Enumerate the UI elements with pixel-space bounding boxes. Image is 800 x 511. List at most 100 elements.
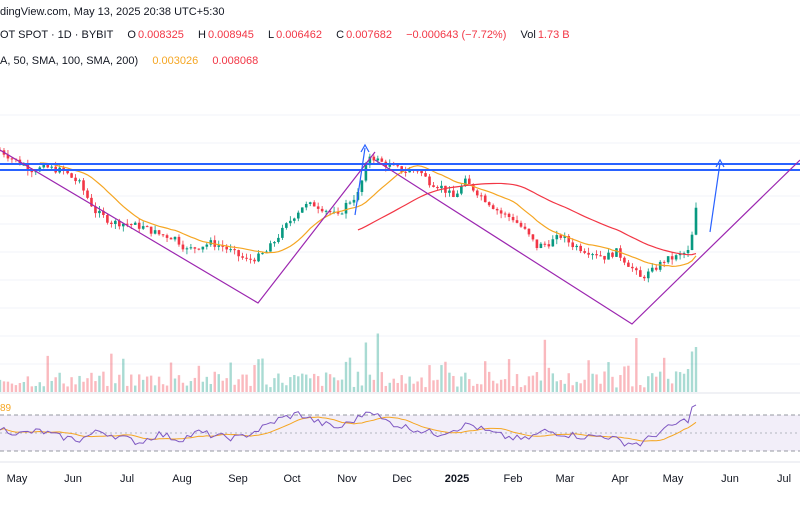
candle-body — [468, 178, 471, 184]
volume-bar — [30, 386, 34, 392]
volume-bar — [591, 373, 594, 392]
candle-body — [607, 252, 610, 260]
candle-body — [177, 236, 181, 245]
candle-body — [670, 256, 674, 260]
candle-body — [559, 235, 563, 238]
volume-bar — [189, 381, 193, 392]
volume-bar — [643, 387, 646, 392]
candle-body — [583, 251, 586, 253]
candle-body — [428, 176, 431, 186]
candle-body — [145, 226, 149, 228]
volume-bar — [631, 386, 634, 392]
volume-bar — [46, 355, 49, 392]
x-tick-label: Apr — [611, 473, 628, 485]
volume-bar — [547, 367, 551, 392]
candle-body — [46, 164, 50, 168]
x-tick-label: Nov — [337, 473, 357, 485]
volume-bar — [38, 382, 41, 392]
candle-body — [563, 236, 567, 238]
candle-body — [98, 210, 101, 214]
ma-params[interactable]: A, 50, SMA, 100, SMA, 200) — [0, 55, 139, 67]
volume-bar — [511, 386, 515, 392]
candle-body — [340, 213, 344, 215]
candle-body — [289, 220, 292, 224]
candle-body — [193, 247, 197, 249]
candle-body — [444, 185, 447, 193]
volume-bar — [2, 381, 6, 392]
volume-bar — [221, 380, 224, 392]
candle-body — [118, 220, 121, 227]
candle-body — [133, 222, 137, 225]
projection-arrow-2[interactable] — [709, 162, 721, 233]
symbol-label[interactable]: OT SPOT · 1D · BYBIT — [0, 29, 114, 41]
open-value: 0.008325 — [137, 29, 184, 41]
volume-bar — [507, 359, 511, 392]
volume-bar — [491, 380, 495, 392]
volume-bar — [277, 373, 280, 392]
volume-bar — [523, 385, 527, 392]
grid — [0, 114, 800, 365]
candle-body — [257, 253, 260, 262]
candle-body — [74, 177, 77, 182]
volume-bar — [289, 377, 292, 392]
volume-bar — [273, 378, 276, 392]
volume-label: Vol — [520, 29, 536, 41]
volume-bar — [476, 383, 479, 392]
candle-body — [90, 197, 93, 207]
candle-body — [543, 243, 547, 245]
candle-body — [129, 224, 133, 226]
volume-bar — [145, 376, 149, 392]
volume-bar — [396, 382, 399, 392]
volume-bar — [165, 385, 169, 392]
candle-body — [567, 236, 571, 243]
volume-bar — [360, 385, 364, 392]
x-tick-label: May — [7, 473, 28, 485]
candle-body — [205, 244, 209, 247]
candle-body — [456, 193, 459, 198]
trendline-2[interactable] — [374, 159, 800, 325]
candle-body — [312, 202, 316, 207]
candle-body — [30, 170, 34, 173]
volume-bar — [464, 372, 467, 392]
candle-body — [304, 203, 308, 208]
volume-bar — [515, 374, 519, 392]
candle-body — [507, 213, 511, 217]
volume-bar — [627, 365, 630, 392]
candle-body — [137, 222, 141, 229]
candle-body — [388, 164, 392, 167]
candle-body — [420, 170, 423, 174]
candle-body — [249, 258, 252, 260]
volume-bar — [376, 333, 380, 392]
volume-bar — [527, 376, 531, 392]
trendline-1[interactable] — [0, 149, 376, 304]
volume-bar — [332, 377, 336, 392]
volume-bar — [639, 385, 642, 392]
volume-bar — [432, 380, 435, 392]
candle-body — [165, 235, 169, 238]
x-tick-label: Oct — [283, 473, 300, 485]
volume-bar — [217, 374, 220, 392]
candle-body — [181, 244, 185, 250]
volume-bar — [225, 378, 228, 392]
volume-bar — [448, 372, 451, 392]
header-line-1: dingView.com, May 13, 2025 20:38 UTC+5:3… — [0, 6, 227, 18]
volume-bar — [114, 383, 117, 392]
volume-bar — [583, 379, 586, 392]
volume-bar — [468, 379, 471, 392]
candle-body — [300, 207, 304, 213]
candle-body — [50, 166, 54, 168]
candle-body — [253, 259, 256, 262]
volume-bar — [655, 376, 658, 392]
volume-bar — [666, 378, 670, 392]
rsi-value-label: 89 — [0, 403, 12, 414]
candle-body — [324, 210, 328, 212]
volume-bar — [281, 382, 284, 392]
candle-body — [360, 180, 364, 192]
volume-bar — [106, 385, 109, 392]
projection-arrow-1[interactable] — [354, 147, 366, 216]
candle-body — [436, 186, 439, 189]
volume-bar — [126, 385, 129, 392]
volume-bar — [368, 374, 372, 392]
volume-bar — [384, 385, 387, 392]
